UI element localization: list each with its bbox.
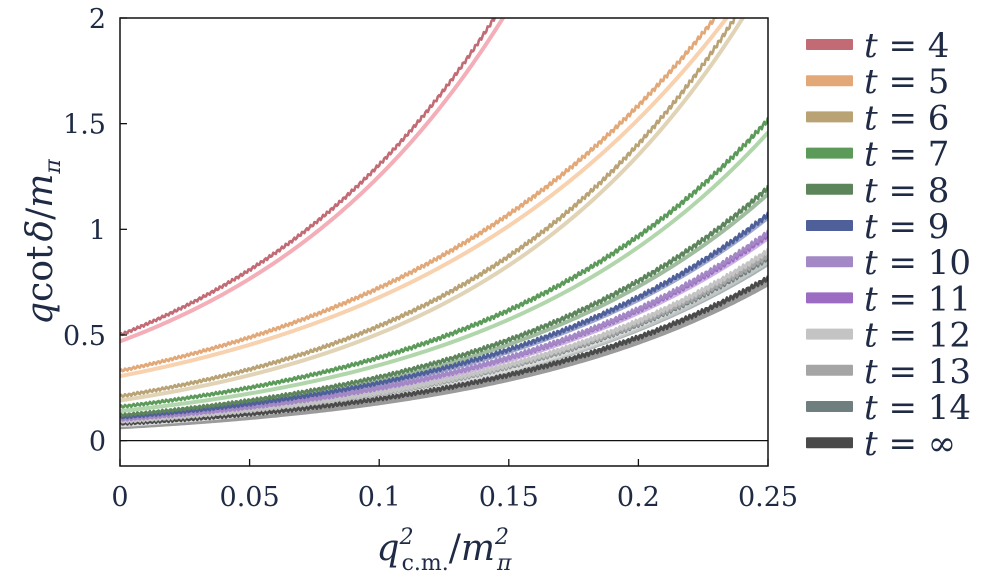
series-line-12 (120, 275, 768, 426)
x-tick-label: 0.2 (617, 482, 660, 513)
x-tick-label: 0.25 (738, 482, 798, 513)
legend-label-4: t = 7 (864, 135, 949, 175)
x-axis-label: q2 c.m./m2 π (377, 525, 513, 576)
legend-swatch-11 (806, 401, 853, 412)
series-group (120, 18, 768, 430)
series-band-3 (120, 18, 746, 403)
series-band-2 (120, 18, 730, 379)
x-tick-label: 0.05 (220, 482, 280, 513)
y-tick-label: 1.5 (63, 110, 106, 141)
legend-swatch-7 (806, 256, 853, 268)
series-band-4 (120, 130, 768, 414)
axes: 0 0.05 0.1 0.15 0.2 0.25 0 0.5 1 1.5 2 (63, 4, 798, 513)
legend-swatch-1 (806, 39, 853, 50)
series-line-3 (120, 18, 738, 398)
legend-label-9: t = 12 (864, 316, 971, 356)
x-tick-label: 0.15 (479, 482, 539, 513)
legend-swatch-4 (806, 147, 853, 159)
legend-label-7: t = 10 (864, 243, 971, 283)
legend-label-1: t = 4 (864, 26, 949, 66)
legend-label-12: t = ∞ (864, 424, 956, 464)
y-tick-label: 0.5 (63, 321, 106, 352)
series-band-1 (120, 18, 506, 344)
legend-swatch-2 (806, 75, 853, 87)
axis-labels: qcotδ/mπ q2 c.m./m2 π (20, 159, 512, 576)
legend-label-2: t = 5 (864, 62, 949, 102)
y-tick-label: 1 (89, 215, 106, 246)
legend-label-10: t = 13 (864, 352, 971, 392)
x-tick-label: 0.1 (358, 482, 401, 513)
legend-swatch-5 (806, 183, 853, 195)
series-line-2 (120, 18, 719, 373)
legend-label-6: t = 9 (864, 207, 949, 247)
legend-swatch-10 (806, 364, 853, 376)
legend-label-3: t = 6 (864, 98, 949, 138)
series-line-5 (120, 184, 768, 418)
x-tick-label: 0 (111, 482, 128, 513)
legend: t = 4t = 5t = 6t = 7t = 8t = 9t = 10t = … (806, 26, 971, 464)
series-line-7 (120, 229, 768, 422)
plot-area (120, 18, 768, 466)
series-line-6 (120, 211, 768, 420)
y-axis-label: qcotδ/mπ (20, 159, 66, 325)
legend-label-8: t = 11 (864, 279, 971, 319)
legend-swatch-8 (806, 292, 853, 304)
legend-swatch-6 (806, 220, 853, 231)
legend-swatch-12 (806, 437, 853, 449)
series-line-9 (120, 248, 768, 424)
plot-frame (119, 17, 769, 467)
series-line-1 (120, 18, 497, 337)
legend-label-5: t = 8 (864, 171, 949, 211)
y-tick-label: 0 (89, 427, 106, 458)
legend-label-11: t = 14 (864, 388, 971, 428)
legend-swatch-9 (806, 328, 853, 340)
y-tick-label: 2 (89, 4, 106, 35)
legend-swatch-3 (806, 111, 853, 123)
series-line-4 (120, 116, 768, 409)
